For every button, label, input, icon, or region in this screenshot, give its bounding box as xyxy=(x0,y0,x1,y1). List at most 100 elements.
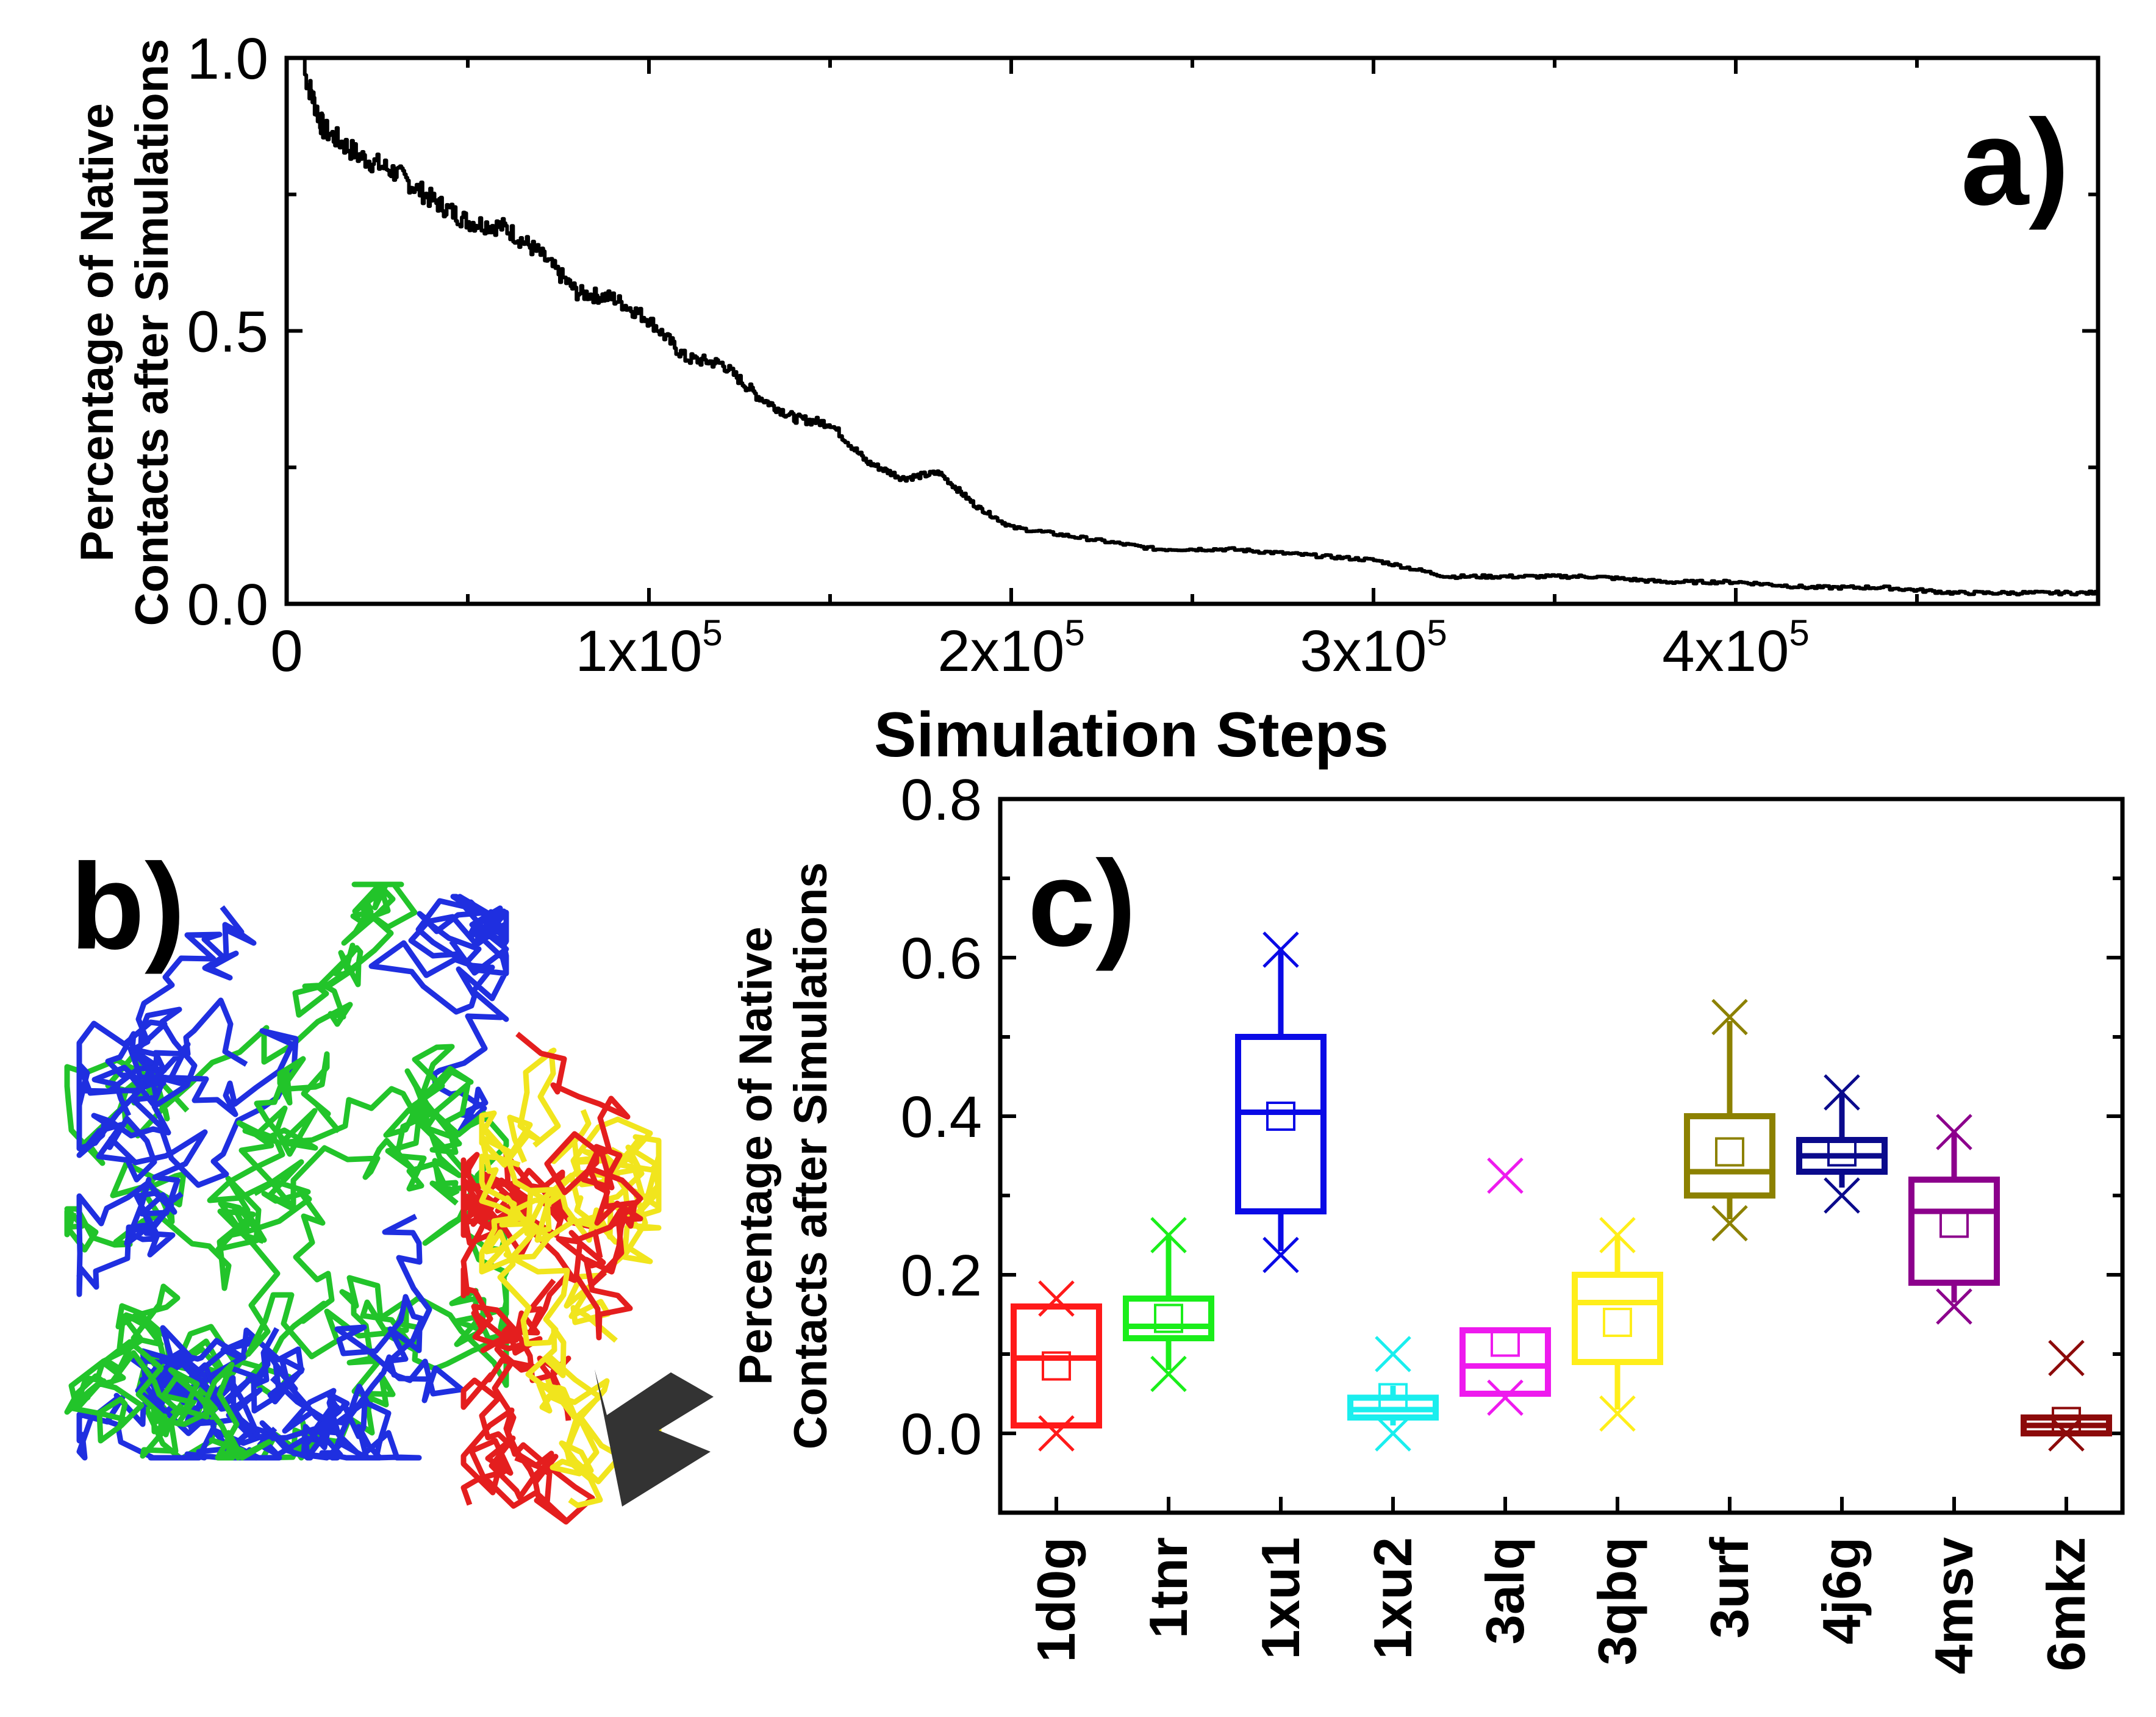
panel-c-plot-frame xyxy=(998,797,2125,1515)
panel-c-label: c) xyxy=(1028,836,1136,972)
y-tick-label: 0.2 xyxy=(901,1243,982,1308)
y-tick-label: 0.0 xyxy=(901,1402,982,1467)
protein-trace-green xyxy=(64,1313,272,1461)
category-label: 1xu2 xyxy=(1363,1537,1423,1660)
y-tick-label: 0.6 xyxy=(901,926,982,991)
box-mean-marker xyxy=(1042,1351,1071,1381)
x-tick-label: 4x105 xyxy=(1662,612,1810,684)
box-3alq xyxy=(1459,1157,1551,1416)
box-extreme-marker xyxy=(1711,998,1748,1036)
y-tick-label: 1.0 xyxy=(187,26,268,91)
panel-a-ylabel-line1: Percentage of Native xyxy=(71,103,123,562)
category-label: 4msv xyxy=(1924,1537,1984,1674)
y-tick-label: 0.8 xyxy=(901,767,982,833)
box-3qbq xyxy=(1572,1217,1663,1432)
category-label: 1xu1 xyxy=(1250,1537,1311,1660)
box-extreme-marker xyxy=(1150,1217,1187,1253)
box-4j6g xyxy=(1796,1074,1888,1214)
panel-c-ylabel-line2: Contacts after Simulations xyxy=(785,862,837,1450)
x-tick-label: 1x105 xyxy=(575,612,723,684)
box-extreme-marker xyxy=(2048,1339,2085,1377)
box-extreme-marker xyxy=(1038,1415,1075,1452)
box-extreme-marker xyxy=(1487,1157,1524,1194)
panel-c-tick-labels: 0.0 0.2 0.4 0.6 0.8 xyxy=(901,767,982,1467)
panel-a-tick-labels: 0 1x105 2x105 3x105 4x105 0.0 0.5 1.0 xyxy=(187,26,1810,684)
box-extreme-marker xyxy=(1936,1114,1972,1150)
protein-trace-green xyxy=(207,1086,509,1388)
panel-c-ylabel-line1: Percentage of Native xyxy=(730,927,782,1385)
box-body xyxy=(1123,1296,1214,1341)
x-tick-exponent: 5 xyxy=(702,612,722,653)
box-body xyxy=(1011,1303,1102,1428)
category-label: 3urf xyxy=(1699,1536,1760,1638)
box-1xu2 xyxy=(1347,1336,1439,1452)
box-4msv xyxy=(1908,1114,2000,1325)
protein-trace-yellow xyxy=(479,1110,570,1347)
box-extreme-marker xyxy=(1038,1280,1075,1317)
box-extreme-marker xyxy=(1262,931,1299,968)
box-1tnr xyxy=(1123,1217,1214,1393)
box-mean-marker xyxy=(1827,1137,1857,1167)
panel-c-ticks xyxy=(1000,797,2122,1514)
box-extreme-marker xyxy=(1599,1395,1636,1432)
box-body xyxy=(1235,1034,1327,1214)
box-extreme-marker xyxy=(1824,1177,1860,1214)
box-extreme-marker xyxy=(1824,1074,1860,1111)
box-mean-marker xyxy=(1715,1137,1744,1167)
category-label: 3alq xyxy=(1475,1537,1535,1644)
protein-trace-green xyxy=(236,1044,486,1211)
protein-trace-yellow xyxy=(479,1047,662,1264)
box-extreme-marker xyxy=(1711,1205,1748,1242)
box-mean-marker xyxy=(1154,1303,1183,1333)
panel-c-box-chart: 0.0 0.2 0.4 0.6 0.8 1d0g 1tnr 1xu1 1xu2 3alq 3qbq… xyxy=(730,767,2125,1674)
x-tick-label: 0 xyxy=(270,618,303,684)
panel-c-boxes xyxy=(1011,931,2112,1452)
protein-structure-blue-green xyxy=(64,881,509,1461)
box-extreme-marker xyxy=(2048,1415,2085,1452)
protein-trace-blue xyxy=(76,1031,208,1297)
x-tick-exponent: 5 xyxy=(1427,612,1447,653)
category-label: 1tnr xyxy=(1138,1537,1198,1638)
panel-a-ticks xyxy=(285,56,2100,606)
protein-trace-yellow xyxy=(525,1325,662,1508)
box-extreme-marker xyxy=(1487,1379,1524,1416)
box-mean-marker xyxy=(1491,1327,1520,1357)
box-mean-marker xyxy=(1266,1102,1295,1131)
panel-a-ylabel-line2: Contacts after Simulations xyxy=(126,39,178,626)
box-3urf xyxy=(1684,998,1775,1242)
x-tick-label: 3x105 xyxy=(1300,612,1447,684)
y-tick-label: 0.4 xyxy=(901,1084,982,1150)
box-1d0g xyxy=(1011,1280,1102,1452)
arrow-icon xyxy=(595,1369,714,1507)
box-extreme-marker xyxy=(1599,1217,1636,1253)
protein-trace-blue xyxy=(259,1213,465,1461)
protein-trace-blue xyxy=(368,894,509,1138)
box-extreme-marker xyxy=(1936,1288,1972,1325)
box-6mkz xyxy=(2021,1339,2112,1452)
box-body xyxy=(1572,1272,1663,1365)
x-tick-exponent: 5 xyxy=(1789,612,1809,653)
box-extreme-marker xyxy=(1150,1355,1187,1393)
category-label: 4j6g xyxy=(1811,1537,1872,1644)
panel-b-protein-structures: b) xyxy=(64,839,714,1525)
panel-a-xlabel: Simulation Steps xyxy=(874,700,1389,770)
protein-trace-red xyxy=(460,1346,595,1525)
protein-trace-red xyxy=(515,1031,643,1341)
box-mean-marker xyxy=(1939,1208,1969,1238)
panel-c-category-labels: 1d0g 1tnr 1xu1 1xu2 3alq 3qbq 3urf 4j6g 4msv 6mkz xyxy=(1026,1536,2096,1674)
box-extreme-marker xyxy=(1262,1236,1299,1274)
panel-b-label: b) xyxy=(70,839,185,975)
x-tick-label: 2x105 xyxy=(937,612,1085,684)
box-mean-marker xyxy=(1603,1308,1632,1337)
box-extreme-marker xyxy=(1375,1415,1411,1452)
category-label: 1d0g xyxy=(1026,1537,1086,1662)
box-body xyxy=(1908,1177,2000,1286)
panel-a-plot-frame xyxy=(284,56,2100,606)
box-mean-marker xyxy=(1378,1383,1408,1413)
panel-a-label: a) xyxy=(1961,95,2069,231)
y-tick-label: 0.0 xyxy=(187,572,268,637)
x-tick-exponent: 5 xyxy=(1064,612,1084,653)
y-tick-label: 0.5 xyxy=(187,299,268,365)
panel-a-series-line xyxy=(287,56,2099,597)
